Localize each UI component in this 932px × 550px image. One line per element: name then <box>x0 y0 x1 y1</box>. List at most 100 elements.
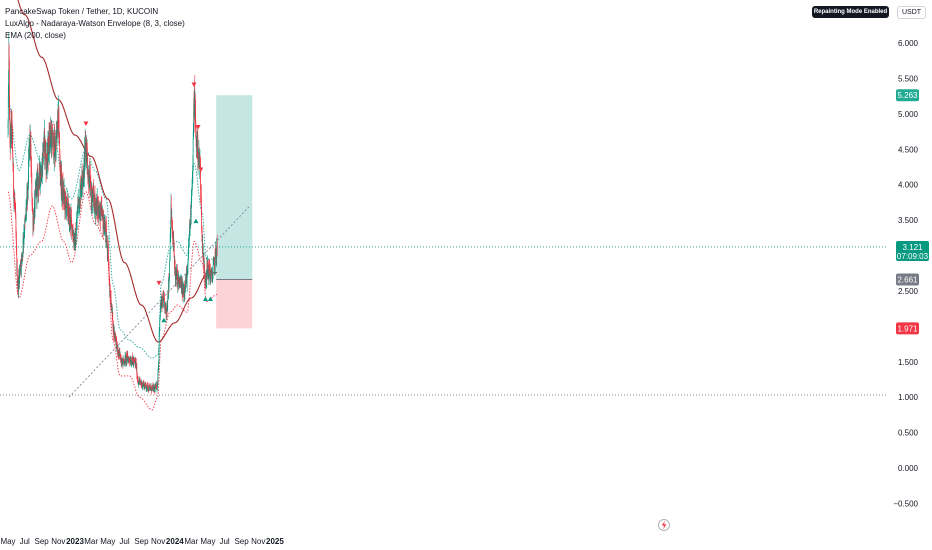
currency-button[interactable]: USDT <box>897 6 926 19</box>
x-tick-label: Jul <box>119 537 129 546</box>
sell-signal-marker <box>83 121 89 126</box>
target-zone[interactable] <box>216 95 253 280</box>
candle-body <box>167 295 169 307</box>
candle-body <box>200 164 201 190</box>
sell-signal-marker <box>156 280 162 286</box>
ema-path <box>17 0 217 343</box>
candle-body <box>9 61 10 108</box>
candle-body <box>165 305 167 314</box>
candle-body <box>137 379 138 381</box>
y-tick-label: 2.500 <box>898 287 919 296</box>
candle-body <box>145 383 146 386</box>
x-tick-label: 2024 <box>166 537 184 546</box>
candle <box>169 259 170 279</box>
candle-body <box>164 297 165 303</box>
y-tick-label: 0.500 <box>898 429 919 438</box>
indicator-ema-label[interactable]: EMA (200, close) <box>5 31 66 40</box>
candle-body <box>185 279 187 284</box>
buy-signal-marker <box>202 296 208 302</box>
candle <box>158 326 160 350</box>
candle-body <box>21 258 22 269</box>
x-tick-label: Nov <box>51 537 65 546</box>
candle-body <box>52 130 53 146</box>
y-tick-label: 1.500 <box>898 358 919 367</box>
x-tick-label: May <box>0 537 15 546</box>
y-tick-label: 3.500 <box>898 216 919 225</box>
buy-signal-marker <box>161 317 167 323</box>
svg-text:2.661: 2.661 <box>897 276 918 285</box>
candle-body <box>53 137 55 160</box>
candle-body <box>69 214 71 226</box>
candle-body <box>212 265 214 273</box>
x-tick-label: Sep <box>134 537 149 546</box>
candle-body <box>184 287 186 293</box>
sell-signal-marker <box>191 82 197 88</box>
buy-signal-marker <box>207 296 213 302</box>
candle <box>30 132 32 178</box>
candle-body <box>153 386 154 392</box>
candle-body <box>100 212 102 221</box>
ema-line <box>17 0 217 343</box>
candle-body <box>111 309 113 311</box>
candle-body <box>108 244 109 262</box>
candle-body <box>104 226 106 232</box>
candle-body <box>158 362 160 366</box>
candle-body <box>11 121 13 127</box>
candle-body <box>87 157 88 175</box>
stop-zone[interactable] <box>216 279 253 329</box>
upper-envelope <box>7 99 217 359</box>
lightning-icon[interactable] <box>658 519 670 531</box>
candle-body <box>83 165 85 178</box>
candle-body <box>39 175 41 185</box>
candle-body <box>192 138 194 166</box>
candle-body <box>184 291 186 293</box>
candle-body <box>216 246 218 260</box>
candle-body <box>23 238 24 245</box>
candle-body <box>132 356 133 360</box>
candle <box>112 311 114 327</box>
x-tick-label: May <box>100 537 115 546</box>
x-axis: May Jul Sep Nov 2023 Mar May Jul Sep Nov 2024 Mar Ma… <box>0 519 670 546</box>
candle-body <box>28 158 29 184</box>
candle-body <box>12 140 13 156</box>
candle-body <box>66 197 68 212</box>
buy-signal-marker <box>193 218 199 224</box>
candle-body <box>147 387 149 390</box>
candle-body <box>121 360 123 366</box>
x-tick-label: Sep <box>35 537 50 546</box>
candle <box>159 330 160 338</box>
candle-body <box>191 171 193 189</box>
y-tick-label: 0.000 <box>898 464 919 473</box>
x-tick-label: Mar <box>184 537 198 546</box>
candle-body <box>16 250 18 270</box>
candle-body <box>10 128 11 147</box>
candle-body <box>171 219 173 228</box>
candle-body <box>154 387 156 392</box>
candle-body <box>212 274 213 283</box>
symbol-title[interactable]: PancakeSwap Token / Tether, 1D, KUCOIN <box>5 7 159 16</box>
candle-body <box>150 386 152 391</box>
candle-body <box>153 387 155 390</box>
candle-body <box>34 193 36 212</box>
candle-body <box>187 261 189 269</box>
candle-body <box>78 197 79 200</box>
indicator-envelope-label[interactable]: LuxAlgo - Nadaraya-Watson Envelope (8, 3… <box>5 19 185 28</box>
candle-body <box>213 257 215 264</box>
candle <box>79 179 81 212</box>
candle-body <box>157 373 159 383</box>
position-tool <box>216 95 253 329</box>
candle-body <box>16 266 18 285</box>
candle-body <box>31 196 33 206</box>
candle-body <box>13 189 15 203</box>
candle-body <box>190 206 192 215</box>
candle-body <box>116 342 118 344</box>
candle-body <box>112 312 114 326</box>
candle-body <box>103 215 105 235</box>
candle-body <box>158 331 160 348</box>
candle-body <box>211 270 213 277</box>
candle-body <box>71 217 72 220</box>
candle-body <box>48 152 49 161</box>
candle-body <box>197 134 199 162</box>
